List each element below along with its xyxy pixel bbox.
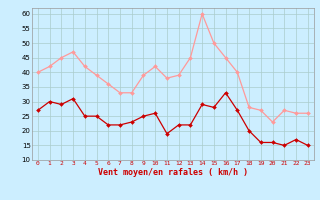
X-axis label: Vent moyen/en rafales ( km/h ): Vent moyen/en rafales ( km/h ) bbox=[98, 168, 248, 177]
